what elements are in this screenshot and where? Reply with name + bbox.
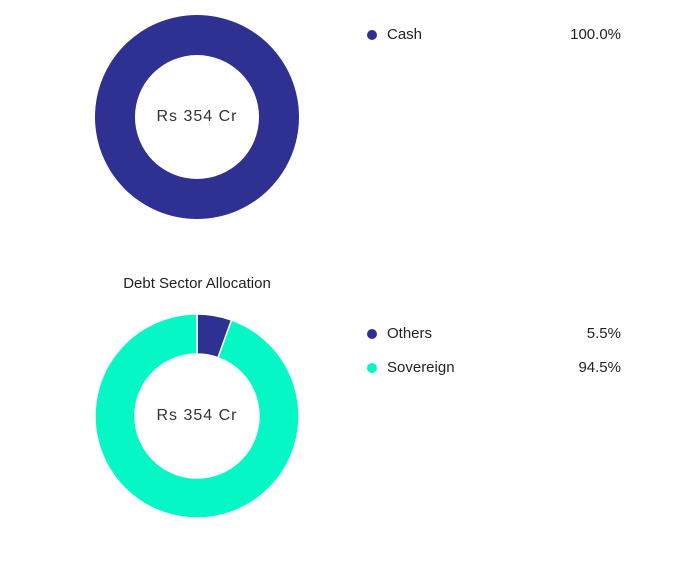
legend-dot [367,329,377,339]
donut-slice [95,15,299,219]
center-label: Rs 354 Cr [156,407,237,424]
legend-label: Cash [387,26,422,43]
center-label: Rs 354 Cr [156,108,237,125]
legend-value: 94.5% [578,359,621,376]
legend-label: Sovereign [387,359,455,376]
legend-value: 100.0% [570,26,621,43]
donut-slice [94,313,300,519]
legend-value: 5.5% [587,325,621,342]
chart-title: Debt Sector Allocation [123,275,271,292]
legend-dot [367,30,377,40]
legend-label: Others [387,325,432,342]
legend-dot [367,363,377,373]
